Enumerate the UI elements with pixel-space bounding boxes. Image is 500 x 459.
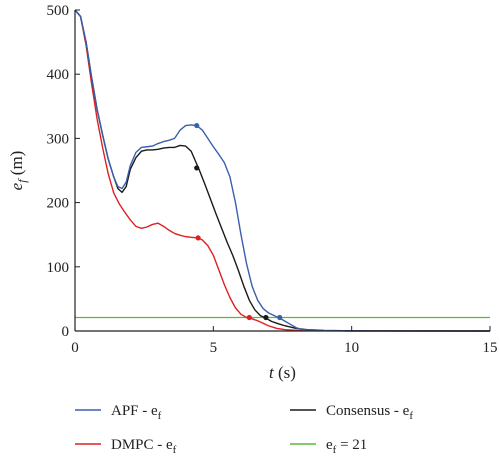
- x-tick-label: 0: [71, 340, 79, 356]
- legend-label-2: DMPC - ef: [111, 437, 177, 456]
- y-tick-label: 300: [47, 131, 70, 147]
- series-marker-1: [277, 314, 283, 321]
- axes: [74, 9, 491, 332]
- legend-label-0: APF - ef: [111, 403, 162, 422]
- axis-labels: t (s) ef (m): [7, 151, 296, 382]
- tick-labels: 0 100 200 300 400 500 0 5 10 15: [47, 3, 498, 356]
- series-marker-5: [246, 314, 252, 321]
- y-tick-label: 200: [47, 196, 70, 212]
- series-line-1: [74, 9, 491, 332]
- series-line-0: [74, 9, 491, 332]
- x-tick-label: 15: [483, 340, 498, 356]
- legend: APF - ef Consensus - ef DMPC - ef ef = 21: [75, 403, 413, 456]
- legend-label-3: ef = 21: [326, 437, 367, 456]
- y-tick-label: 0: [62, 324, 70, 340]
- series-layer: [74, 9, 491, 332]
- x-tick-label: 5: [210, 340, 218, 356]
- series-line-2: [74, 9, 491, 332]
- series-marker-2: [194, 165, 200, 171]
- x-tick-label: 10: [344, 340, 359, 356]
- series-marker-4: [195, 235, 201, 241]
- y-tick-label: 100: [47, 260, 70, 276]
- y-tick-label: 400: [47, 67, 70, 83]
- series-marker-0: [194, 122, 200, 129]
- y-axis-label: ef (m): [7, 151, 29, 191]
- series-marker-3: [263, 314, 269, 321]
- y-tick-label: 500: [47, 3, 70, 19]
- x-axis-label: t (s): [269, 363, 296, 382]
- legend-label-1: Consensus - ef: [326, 403, 413, 422]
